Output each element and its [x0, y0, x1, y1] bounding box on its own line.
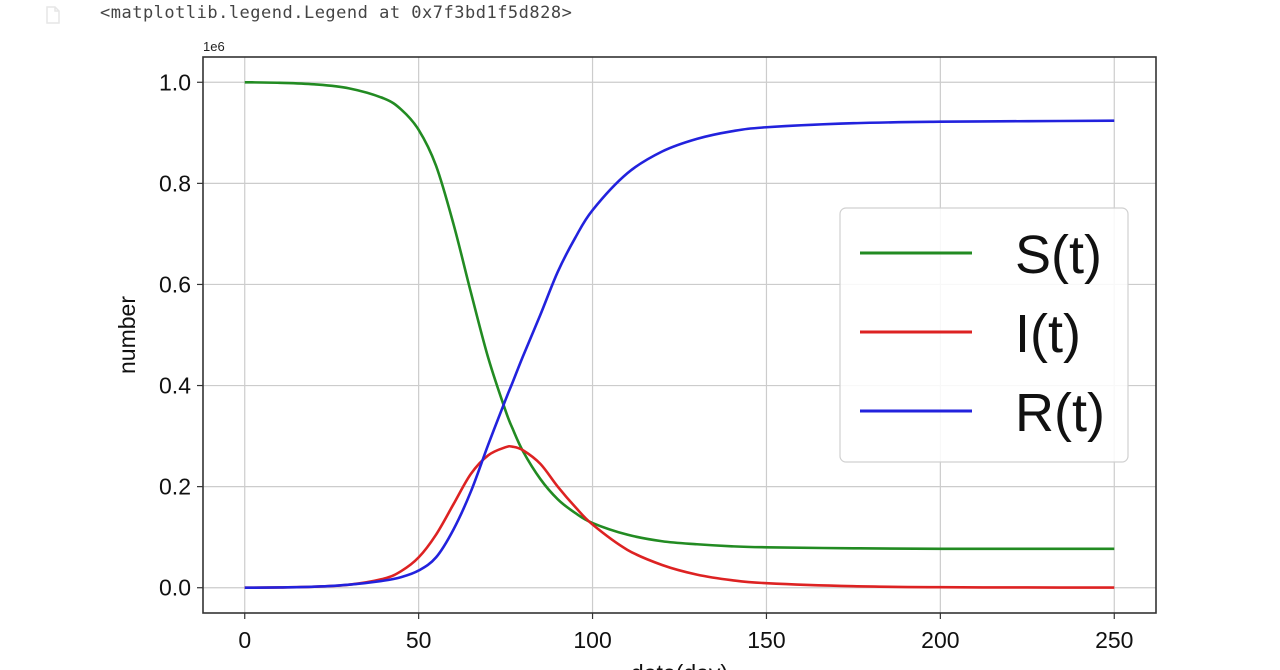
legend-label-rt: R(t)	[1015, 383, 1105, 443]
series-line-st	[244, 80, 1115, 551]
legend-label-st: S(t)	[1015, 225, 1102, 285]
x-tick-label: 0	[238, 627, 251, 653]
series-line-rt	[244, 119, 1115, 590]
plot-frame	[202, 56, 1157, 614]
y-tick-label: 0.8	[159, 170, 191, 196]
legend-label-it: I(t)	[1015, 304, 1081, 364]
legend: S(t) I(t) R(t)	[839, 207, 1129, 463]
x-axis-label: date(day)	[631, 660, 728, 670]
x-tick-label: 100	[573, 627, 611, 653]
y-tick-label: 1.0	[159, 69, 191, 95]
series-lines	[244, 80, 1115, 590]
legend-box	[839, 207, 1129, 463]
y-tick-label: 0.0	[159, 575, 191, 601]
x-tick-label: 150	[747, 627, 785, 653]
y-axis-label: number	[114, 296, 140, 374]
x-tick-label: 50	[406, 627, 432, 653]
output-icon	[46, 6, 60, 24]
series-line-it	[244, 444, 1115, 590]
y-offset-label: 1e6	[203, 39, 225, 54]
axis-ticks: 0 50 100 150 200 250 0.0 0.2 0.4 0.6 0.8 1.0	[159, 69, 1133, 653]
y-tick-label: 0.4	[159, 373, 191, 399]
cell-output: <matplotlib.legend.Legend at 0x7f3bd1f5d…	[0, 0, 1280, 30]
output-text: <matplotlib.legend.Legend at 0x7f3bd1f5d…	[100, 3, 573, 23]
y-tick-label: 0.2	[159, 474, 191, 500]
y-tick-label: 0.6	[159, 271, 191, 297]
x-tick-label: 200	[921, 627, 959, 653]
x-tick-label: 250	[1095, 627, 1133, 653]
